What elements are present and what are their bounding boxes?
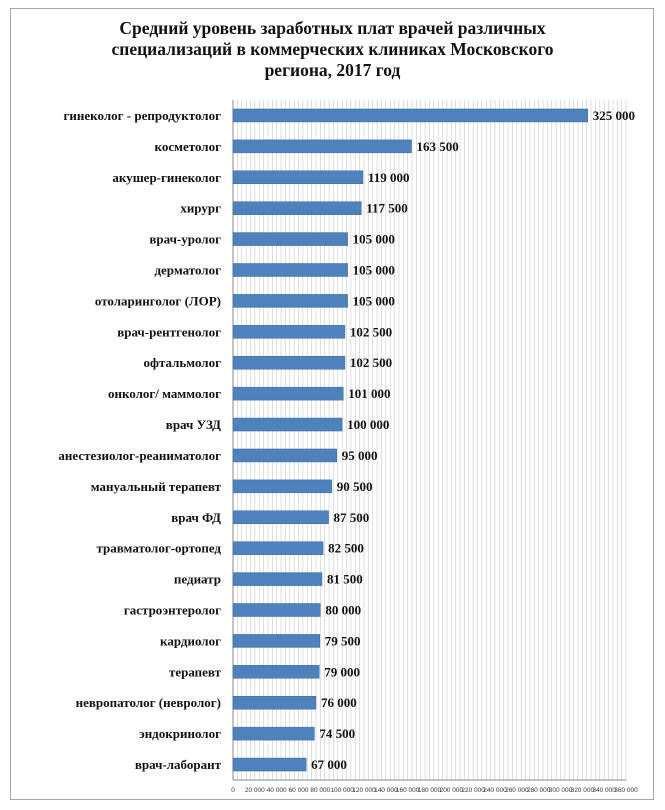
bar — [232, 603, 321, 617]
value-label: 101 000 — [348, 386, 390, 401]
bar — [232, 757, 307, 772]
chart-title-line-3: региона, 2017 год — [264, 60, 401, 80]
value-label: 67 000 — [311, 757, 347, 772]
value-label: 105 000 — [353, 293, 395, 308]
category-label: косметолог — [155, 139, 222, 154]
value-label: 76 000 — [321, 695, 357, 710]
category-label: врач-лаборант — [135, 757, 222, 772]
x-tick-label: 120 000 — [352, 787, 376, 794]
x-tick-label: 360 000 — [614, 787, 638, 794]
bar — [232, 634, 321, 648]
bar — [232, 479, 333, 494]
category-label: педиатр — [174, 572, 221, 587]
bar — [232, 417, 343, 432]
category-label: травматолог-ортопед — [96, 541, 221, 556]
value-label: 100 000 — [347, 417, 389, 432]
x-tick-label: 320 000 — [571, 787, 595, 794]
x-tick-label: 60 000 — [289, 787, 309, 794]
x-tick-label: 340 000 — [592, 787, 616, 794]
bar — [232, 263, 348, 277]
category-label: офтальмолог — [143, 355, 221, 370]
category-label: акушер-гинеколог — [112, 170, 221, 185]
bar — [232, 572, 323, 586]
bar — [232, 325, 346, 339]
x-tick-label: 40 000 — [267, 787, 287, 794]
value-label: 74 500 — [319, 726, 355, 741]
value-label: 87 500 — [334, 510, 370, 525]
x-tick-label: 20 000 — [245, 787, 265, 794]
x-tick-label: 160 000 — [396, 787, 420, 794]
category-label: врач УЗД — [166, 417, 221, 432]
category-label: мануальный терапевт — [91, 479, 222, 494]
category-label: хирург — [180, 201, 221, 216]
category-label: онколог/ маммолог — [108, 386, 221, 401]
category-label: гастроэнтеролог — [124, 603, 221, 618]
category-label: кардиолог — [160, 633, 221, 648]
bars-layer — [232, 108, 589, 772]
value-label: 95 000 — [342, 448, 378, 463]
bar — [232, 665, 320, 679]
bar — [232, 108, 589, 123]
x-tick-label: 200 000 — [440, 787, 464, 794]
value-label: 82 500 — [328, 541, 364, 556]
category-label: эндокринолог — [139, 726, 221, 741]
bar — [232, 139, 412, 154]
x-tick-label: 100 000 — [330, 787, 354, 794]
value-label: 325 000 — [593, 108, 635, 123]
bar — [232, 355, 346, 370]
labels-layer: гинеколог - репродуктолог 325 000 косметол… — [58, 108, 635, 772]
x-tick-label: 300 000 — [549, 787, 573, 794]
chart-title-line-2: специализаций в коммерческих клиниках Мо… — [111, 39, 554, 59]
category-label: гинеколог - репродуктолог — [64, 108, 222, 123]
value-label: 117 500 — [366, 201, 408, 216]
category-label: врач ФД — [171, 510, 221, 525]
x-tick-label: 240 000 — [483, 787, 507, 794]
value-label: 119 000 — [368, 170, 410, 185]
bar — [232, 170, 364, 185]
category-label: невропатолог (невролог) — [76, 695, 221, 710]
x-tick-label: 220 000 — [461, 787, 485, 794]
bar — [232, 294, 348, 308]
category-label: терапевт — [169, 664, 222, 679]
value-label: 102 500 — [350, 355, 392, 370]
bar — [232, 695, 317, 710]
category-label: анестезиолог-реаниматолог — [58, 448, 221, 463]
x-tick-label: 280 000 — [527, 787, 551, 794]
bar — [232, 386, 344, 401]
bar — [232, 541, 324, 555]
bar — [232, 201, 362, 215]
category-label: отоларинголог (ЛОР) — [95, 293, 221, 308]
category-label: дерматолог — [154, 263, 221, 278]
value-label: 105 000 — [353, 232, 395, 247]
bar — [232, 726, 315, 741]
category-label: врач-рентгенолог — [117, 324, 221, 339]
chart-title-line-1: Средний уровень заработных плат врачей р… — [119, 18, 546, 38]
value-label: 105 000 — [353, 263, 395, 278]
chart-title: Средний уровень заработных плат врачей р… — [0, 18, 665, 81]
bar — [232, 510, 329, 525]
x-tick-label: 140 000 — [374, 787, 398, 794]
x-tick-label: 0 — [231, 787, 235, 794]
x-tick-label: 260 000 — [505, 787, 529, 794]
category-label: врач-уролог — [149, 232, 221, 247]
value-label: 81 500 — [327, 572, 363, 587]
x-tick-label: 180 000 — [418, 787, 442, 794]
value-label: 79 500 — [325, 633, 361, 648]
value-label: 80 000 — [325, 603, 361, 618]
bar — [232, 232, 348, 246]
bar — [232, 448, 337, 463]
value-label: 79 000 — [324, 664, 360, 679]
value-label: 163 500 — [416, 139, 458, 154]
value-label: 102 500 — [350, 324, 392, 339]
value-label: 90 500 — [337, 479, 373, 494]
x-tick-label: 80 000 — [310, 787, 330, 794]
